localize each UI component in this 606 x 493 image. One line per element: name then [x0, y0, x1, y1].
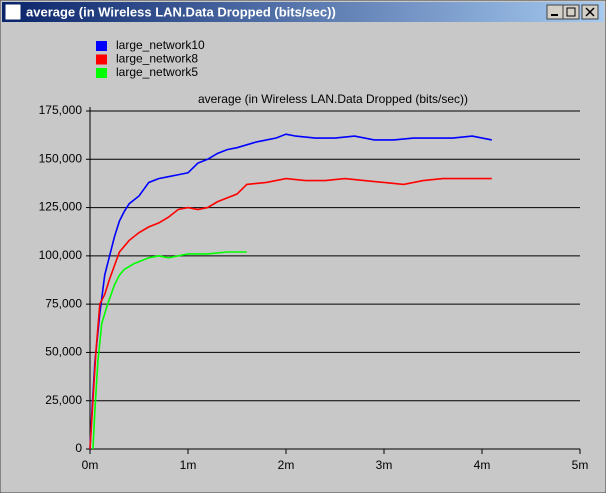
- legend-swatch: [96, 54, 107, 65]
- legend-swatch: [96, 41, 107, 51]
- x-tick-label: 0m: [82, 458, 99, 472]
- x-tick-label: 3m: [376, 458, 393, 472]
- series-line: [92, 251, 247, 450]
- x-tick-label: 2m: [278, 458, 295, 472]
- series-line: [89, 133, 492, 450]
- legend-label: large_network10: [116, 38, 205, 52]
- title-bar: [2, 2, 604, 22]
- y-tick-label: 125,000: [39, 200, 83, 214]
- y-tick-label: 50,000: [45, 345, 82, 359]
- x-tick-label: 1m: [180, 458, 197, 472]
- minimize-button[interactable]: [546, 4, 564, 20]
- x-tick-label: 4m: [474, 458, 491, 472]
- legend-swatch: [96, 68, 107, 78]
- maximize-button[interactable]: [562, 4, 580, 20]
- window-title: average (in Wireless LAN.Data Dropped (b…: [26, 4, 336, 19]
- y-tick-label: 150,000: [39, 151, 83, 165]
- window-buttons: [546, 4, 599, 20]
- legend-label: large_network5: [116, 65, 198, 79]
- y-tick-label: 25,000: [45, 393, 82, 407]
- y-tick-label: 100,000: [39, 248, 83, 262]
- x-tick-label: 5m: [572, 458, 589, 472]
- legend-label: large_network8: [116, 52, 198, 66]
- y-tick-label: 75,000: [45, 296, 82, 310]
- y-tick-label: 175,000: [39, 103, 83, 117]
- chart-title: average (in Wireless LAN.Data Dropped (b…: [198, 92, 468, 106]
- y-tick-label: 0: [75, 441, 82, 455]
- window-icon: [4, 3, 22, 21]
- series-line: [89, 177, 492, 450]
